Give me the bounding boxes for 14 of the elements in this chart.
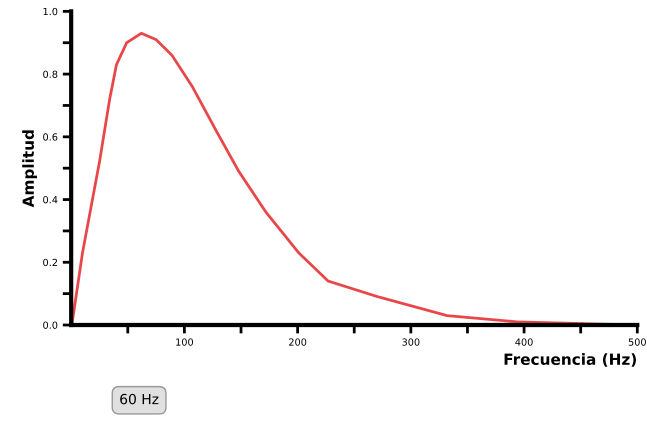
y-tick-label: 0.6: [43, 133, 58, 141]
x-tick-label: 500: [628, 338, 646, 346]
y-tick-label: 1.0: [44, 8, 58, 16]
y-tick-label: 0.2: [43, 258, 57, 266]
y-tick-label: 0.0: [43, 321, 58, 329]
y-tick-label: 0.4: [43, 196, 58, 204]
text: 60 Hz: [120, 394, 158, 404]
x-tick-label: 200: [289, 338, 306, 346]
x-tick-label: 300: [402, 338, 420, 346]
x-axis-title: Frecuencia (Hz): [504, 353, 636, 367]
x-tick-label: 400: [515, 338, 533, 346]
x-tick-label: 100: [176, 338, 194, 346]
y-tick-label: 0.8: [43, 70, 58, 78]
y-axis-title: Amplitud: [22, 130, 37, 208]
